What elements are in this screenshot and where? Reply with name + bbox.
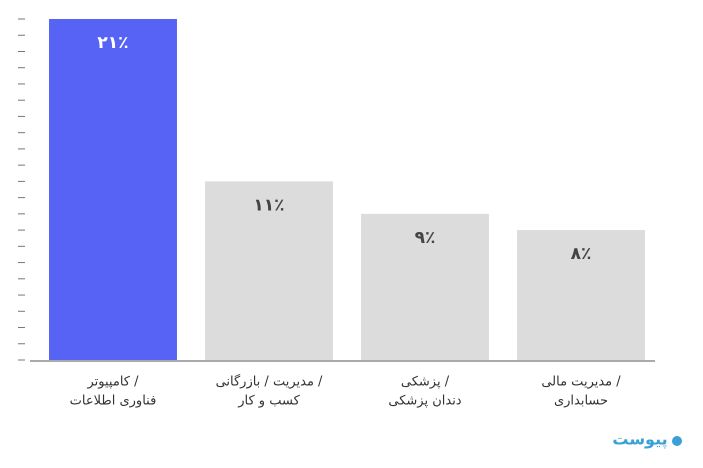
x-tick-label: دندان پزشکی bbox=[388, 394, 461, 409]
value-label: ۸٪ bbox=[571, 244, 592, 264]
x-tick-label: مدیریت مالی / bbox=[541, 375, 621, 390]
x-tick-label: مدیریت / بازرگانی / bbox=[216, 374, 323, 390]
bar bbox=[517, 230, 645, 360]
bar bbox=[49, 19, 177, 360]
x-tick-label: کامپیوتر / bbox=[87, 375, 140, 390]
value-label: ۲۱٪ bbox=[97, 33, 128, 53]
value-label: ۹٪ bbox=[415, 228, 436, 248]
bar bbox=[205, 181, 333, 360]
x-tick-label: کسب و کار bbox=[237, 394, 300, 409]
bar bbox=[361, 213, 489, 360]
x-tick-label: فناوری اطلاعات bbox=[70, 394, 157, 409]
x-tick-label: حسابداری bbox=[554, 394, 608, 409]
x-tick-label: پزشکی / bbox=[401, 375, 450, 390]
logo-icon bbox=[672, 436, 682, 446]
value-label: ۱۱٪ bbox=[253, 195, 284, 215]
watermark: پیوست bbox=[612, 430, 667, 450]
